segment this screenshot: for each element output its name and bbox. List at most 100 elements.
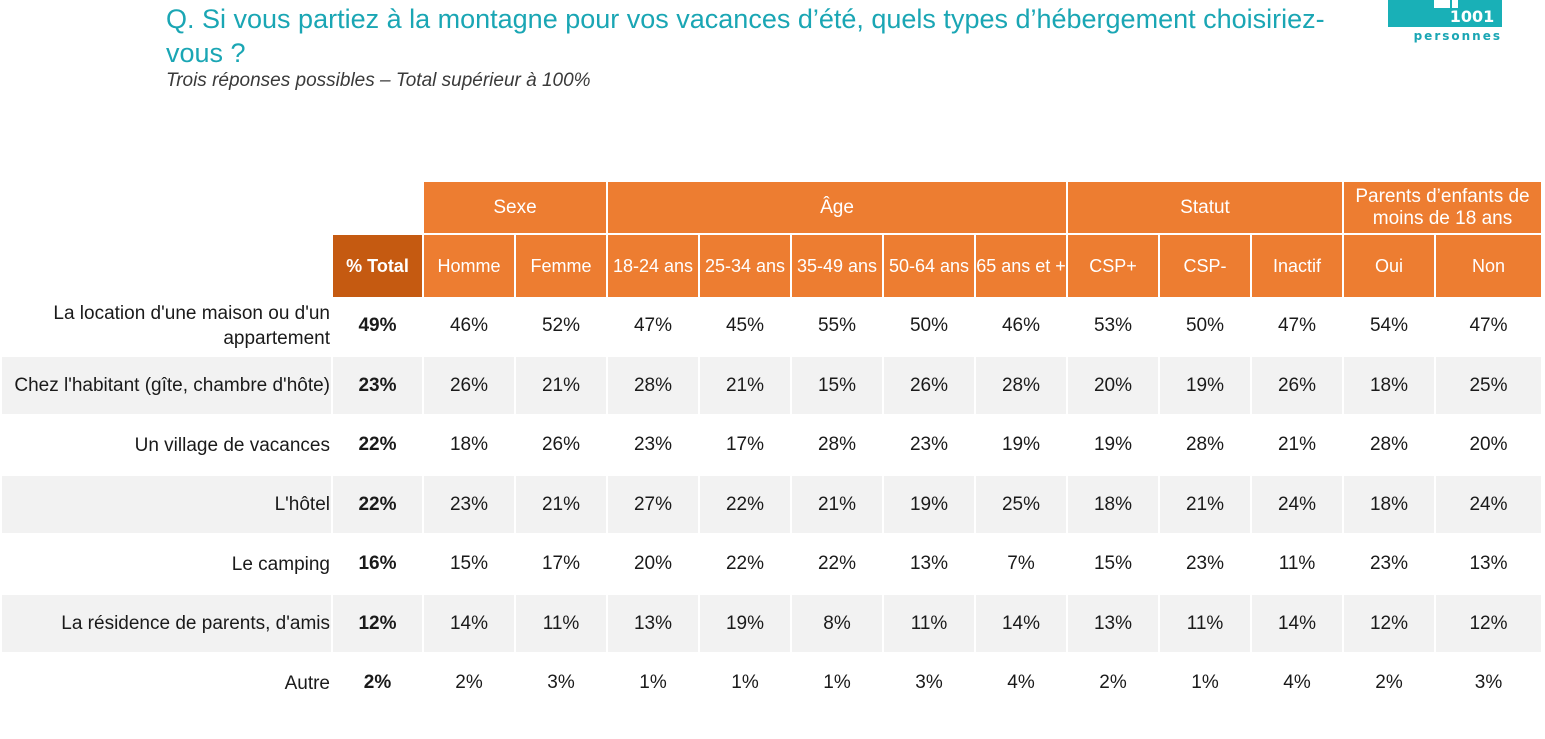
question-title: Q. Si vous partiez à la montagne pour vo… [166,4,1325,68]
table-cell: 13% [1436,533,1541,593]
table-cell: 17% [516,533,606,593]
row-total: 49% [358,315,397,336]
table-row: Le camping 16% 15% 17% 20% 22% 22% 13% 7… [2,533,1541,593]
table-cell: 12% [1344,593,1434,652]
row-label: Chez l'habitant (gîte, chambre d'hôte) [2,355,331,414]
table-cell: 25% [976,474,1066,533]
row-label: Autre [2,652,331,712]
table-row: Chez l'habitant (gîte, chambre d'hôte) 2… [2,355,1541,414]
column-header: Non [1436,235,1541,297]
table-cell: 45% [725,315,765,336]
table-cell: 3% [516,652,606,712]
column-header: CSP- [1160,235,1250,297]
table-cell: 28% [1160,414,1250,474]
results-table: Sexe Âge Statut Parents d’enfants de moi… [0,182,1543,712]
row-label: Le camping [2,533,331,593]
table-cell: 1% [792,652,882,712]
table-cell: 19% [884,474,974,533]
table-cell: 11% [516,593,606,652]
table-cell: 19% [1068,414,1158,474]
table-cell: 18% [424,414,514,474]
question-subtitle: Trois réponses possibles – Total supérie… [166,70,591,91]
table-cell: 15% [424,533,514,593]
table-cell: 1% [608,652,698,712]
table-cell: 11% [1160,593,1250,652]
group-header-sexe: Sexe [424,182,606,235]
column-header: Femme [516,235,606,297]
table-row: Autre 2% 2% 3% 1% 1% 1% 3% 4% 2% 1% 4% 2… [2,652,1541,712]
row-label: La location d'une maison ou d'un apparte… [53,303,330,349]
table-cell: 1% [700,652,790,712]
table-cell: 24% [1252,474,1342,533]
table-cell: 23% [1160,533,1250,593]
table-cell: 18% [1344,474,1434,533]
table-cell: 47% [1277,315,1317,336]
table-cell: 53% [1093,315,1133,336]
row-total: 2% [333,652,422,712]
column-header: Inactif [1252,235,1342,297]
table-cell: 23% [608,414,698,474]
table-cell: 26% [424,355,514,414]
table-cell: 26% [516,414,606,474]
table-cell: 20% [1068,355,1158,414]
table-cell: 46% [1001,315,1041,336]
table-cell: 26% [884,355,974,414]
logo-label: personnes [1413,29,1502,43]
column-header: Oui [1344,235,1434,297]
table-cell: 13% [1068,593,1158,652]
table-cell: 18% [1344,355,1434,414]
column-header: 35-49 ans [792,235,882,297]
table-cell: 23% [884,414,974,474]
table-cell: 8% [792,593,882,652]
table-cell: 21% [516,355,606,414]
table-cell: 25% [1436,355,1541,414]
row-total: 16% [333,533,422,593]
table-cell: 4% [976,652,1066,712]
row-label: La résidence de parents, d'amis [2,593,331,652]
row-total: 12% [333,593,422,652]
table-cell: 13% [884,533,974,593]
table-cell: 2% [424,652,514,712]
table-cell: 22% [792,533,882,593]
column-header-row: % Total Homme Femme 18-24 ans 25-34 ans … [2,235,1541,297]
group-header-parents: Parents d’enfants de moins de 18 ans [1344,182,1541,235]
table-cell: 1% [1160,652,1250,712]
table-cell: 11% [884,593,974,652]
table-cell: 22% [700,474,790,533]
table-cell: 20% [1436,414,1541,474]
table-cell: 54% [1369,315,1409,336]
table-cell: 21% [1252,414,1342,474]
table-cell: 14% [976,593,1066,652]
table-cell: 52% [541,315,581,336]
table-cell: 21% [792,474,882,533]
group-header-statut: Statut [1068,182,1342,235]
table-cell: 2% [1068,652,1158,712]
table-cell: 28% [1344,414,1434,474]
table-cell: 28% [976,355,1066,414]
table-cell: 47% [633,315,673,336]
table-cell: 15% [792,355,882,414]
table-cell: 19% [700,593,790,652]
table-cell: 11% [1252,533,1342,593]
table-cell: 3% [884,652,974,712]
group-header-age: Âge [608,182,1066,235]
column-header-total: % Total [333,235,422,297]
row-total: 22% [333,414,422,474]
table-cell: 50% [909,315,949,336]
table-cell: 13% [608,593,698,652]
table-cell: 12% [1436,593,1541,652]
column-header: 65 ans et + [976,235,1066,297]
table-row: La résidence de parents, d'amis 12% 14% … [2,593,1541,652]
column-header: 25-34 ans [700,235,790,297]
table-cell: 23% [424,474,514,533]
sample-size-logo: 1001 personnes [1388,0,1502,44]
column-header: CSP+ [1068,235,1158,297]
table-cell: 19% [976,414,1066,474]
row-label: Un village de vacances [2,414,331,474]
column-header: Homme [424,235,514,297]
table-cell: 50% [1185,315,1225,336]
table-cell: 4% [1252,652,1342,712]
table-cell: 15% [1068,533,1158,593]
table-cell: 28% [608,355,698,414]
table-cell: 19% [1160,355,1250,414]
